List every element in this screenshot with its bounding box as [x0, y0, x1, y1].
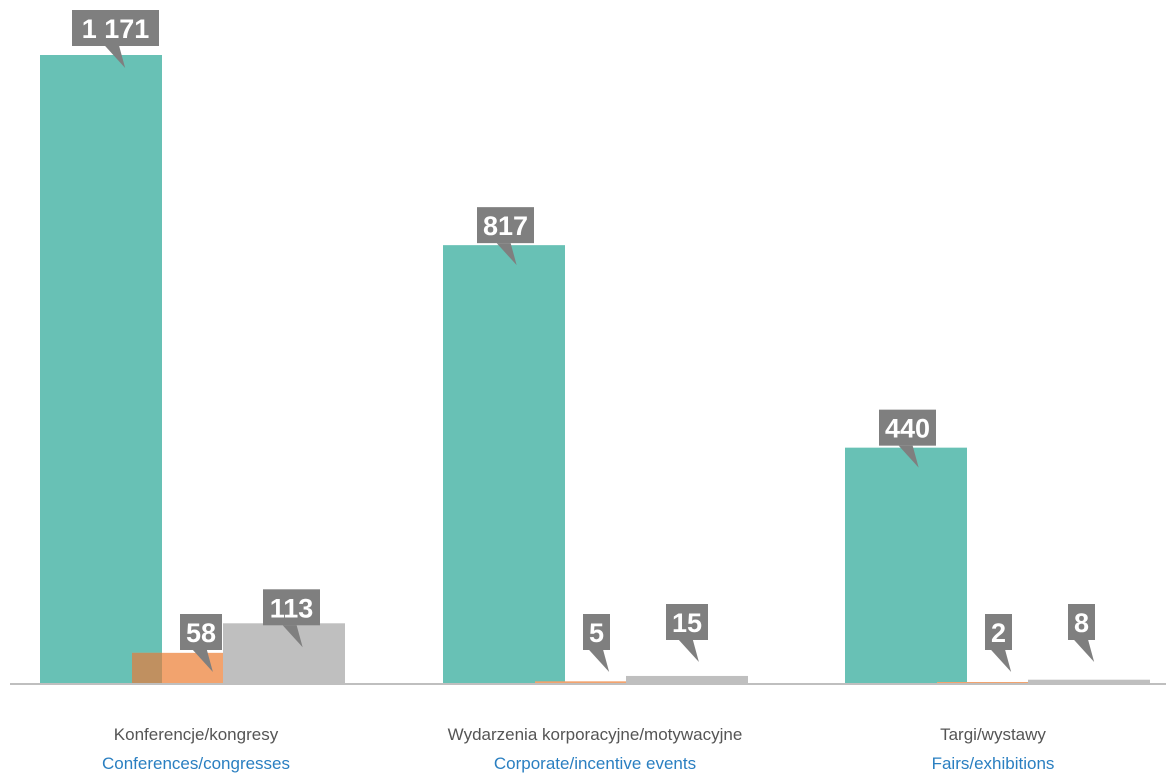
- value-label-text: 440: [885, 414, 930, 444]
- value-label-text: 5: [589, 618, 604, 648]
- bar-3-cat-2: [626, 675, 748, 684]
- value-label-box: [477, 207, 534, 244]
- category-label-pl: Targi/wystawy: [940, 725, 1046, 744]
- value-label-3-cat-1: 113: [263, 589, 320, 648]
- value-label-3-cat-3: 8: [1068, 604, 1095, 662]
- value-label-box: [666, 604, 708, 640]
- value-label-box: [1068, 604, 1095, 640]
- value-labels-layer: 1 171 58 113 817 5 15 440 2 8: [72, 10, 1095, 672]
- value-label-box: [180, 614, 222, 650]
- category-label-pl: Wydarzenia korporacyjne/motywacyjne: [448, 725, 743, 744]
- value-label-text: 8: [1074, 608, 1089, 638]
- value-label-text: 817: [483, 211, 528, 241]
- bar-3-cat-1: [223, 623, 345, 684]
- bar-1-cat-3: [845, 447, 967, 684]
- value-label-text: 113: [270, 593, 314, 623]
- value-label-1-cat-3: 440: [879, 409, 936, 468]
- value-label-pointer: [282, 625, 303, 648]
- value-label-pointer: [991, 650, 1012, 672]
- value-label-pointer: [589, 650, 610, 672]
- value-label-box: [879, 409, 936, 446]
- value-label-2-cat-3: 2: [985, 614, 1012, 672]
- bars-layer: [40, 55, 1150, 684]
- bar-3-cat-3: [1028, 679, 1150, 684]
- value-label-pointer: [496, 243, 517, 266]
- bar-1-cat-2: [443, 245, 565, 684]
- value-label-1-cat-2: 817: [477, 207, 534, 266]
- category-labels-layer: Konferencje/kongresy Conferences/congress…: [102, 725, 1054, 773]
- value-label-box: [72, 10, 159, 46]
- bar-2-cat-2: [535, 681, 657, 684]
- value-label-box: [263, 589, 320, 626]
- category-label-en: Corporate/incentive events: [494, 754, 696, 773]
- value-label-text: 2: [991, 618, 1006, 648]
- category-label-en: Conferences/congresses: [102, 754, 290, 773]
- value-label-2-cat-2: 5: [583, 614, 610, 672]
- value-label-box: [985, 614, 1012, 650]
- value-label-1-cat-1: 1 171: [72, 10, 159, 68]
- value-label-text: 58: [186, 618, 216, 648]
- value-label-pointer: [678, 640, 699, 662]
- value-label-text: 15: [672, 608, 702, 638]
- value-label-2-cat-1: 58: [180, 614, 222, 672]
- value-label-box: [583, 614, 610, 650]
- value-label-pointer: [1074, 640, 1095, 662]
- category-label-pl: Konferencje/kongresy: [114, 725, 279, 744]
- value-label-pointer: [105, 46, 126, 68]
- bar-overlap-cat-1: [132, 652, 162, 684]
- value-label-pointer: [192, 650, 213, 672]
- value-label-text: 1 171: [82, 14, 150, 44]
- bar-1-cat-1: [40, 55, 162, 684]
- value-label-3-cat-2: 15: [666, 604, 708, 662]
- category-label-en: Fairs/exhibitions: [932, 754, 1055, 773]
- value-label-pointer: [898, 445, 919, 468]
